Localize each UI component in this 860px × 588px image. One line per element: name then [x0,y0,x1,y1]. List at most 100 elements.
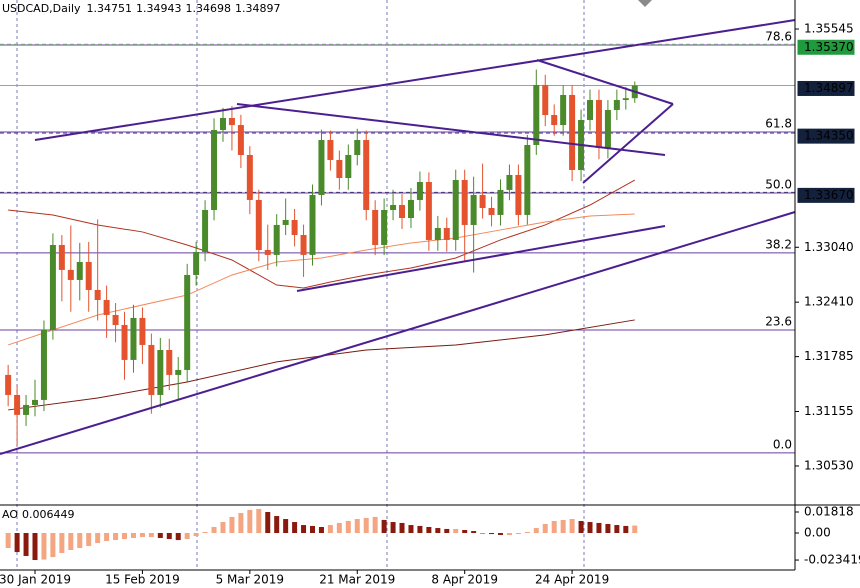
fib-label: 38.2 [765,237,792,251]
ao-bar [310,525,316,534]
plot: 78.6 61.8 50.0 38.2 23.6 0.0 [0,29,795,561]
x-tick-label: 21 Mar 2019 [319,573,395,587]
ao-bar [587,522,593,534]
ao-bar [229,516,235,534]
candle-body [381,209,388,246]
ao-bar [632,525,638,534]
candle-body [488,207,495,215]
candle-body [622,98,629,101]
candle-body [560,94,567,126]
symbol: USDCAD,Daily [2,2,81,15]
candle-body [40,329,47,400]
ao-bar [444,528,450,534]
candle-body [336,159,343,179]
price-label: 1.35370 [804,40,854,54]
ao-bar [113,533,119,541]
candle-body [237,125,244,156]
candle-body [130,317,137,360]
candle-body [228,117,235,126]
candle-body [399,205,406,218]
x-tick-label: 30 Jan 2019 [0,573,71,587]
ao-bar [14,533,20,553]
ao-bar [578,520,584,534]
ao-bar [86,533,92,547]
y-tick-label: 0.00 [804,526,831,540]
ao-bar [560,519,566,534]
ao-bar [462,530,468,534]
candle-body [569,94,576,170]
candle-body [58,245,65,270]
low-value: 1.34698 [186,2,232,15]
ao-bar [453,528,459,534]
x-tick-label: 15 Feb 2019 [105,573,180,587]
candle-body [595,100,602,148]
candle-body [175,369,182,375]
ao-bar [354,519,360,534]
candle-body [219,117,226,130]
period-separators [16,0,585,570]
candle-body [211,129,218,210]
candle-body [282,220,289,225]
candle-body [327,140,334,160]
ao-bar [5,533,11,549]
price-label: 1.34897 [804,81,854,95]
fib-label: 61.8 [765,117,792,131]
candle-body [470,194,477,225]
fib-label: 50.0 [765,177,792,191]
candle-body [354,140,361,156]
ao-bar [399,522,405,534]
price-label: 1.33670 [804,188,854,202]
price-label-box [796,38,856,56]
candle-body [345,155,352,179]
candle-body [524,144,531,215]
ao-bar [533,528,539,534]
header: USDCAD,Daily 1.34751 1.34943 1.34698 1.34897 [2,2,281,15]
ao-bar [77,533,83,549]
candle-body [202,209,209,252]
x-tick-label: 24 Apr 2019 [535,573,609,587]
ao-bar [363,517,369,534]
candle-body [542,84,549,116]
ao-bar [32,533,38,561]
ao-bar [283,519,289,534]
candle-body [318,140,325,195]
ao-bar [345,520,351,534]
moving-average [8,179,636,289]
ao-bar [623,525,629,534]
candle-body [112,314,119,325]
candle-body [443,228,450,240]
candle-body [363,140,370,210]
ao-bar [551,520,557,534]
ao-bar [301,525,307,534]
candle-body [246,155,253,200]
indicator-value: 0.006449 [22,508,75,521]
candle-body [103,299,110,315]
candle-body [255,199,262,250]
candle-body [184,274,191,370]
ao-bar [23,533,29,556]
ao-bar [292,522,298,534]
ao-bar [318,526,324,534]
y-tick-label: 1.33040 [804,240,854,254]
ao-bar [265,511,271,534]
ao-bar [417,525,423,534]
ao-bar [596,522,602,534]
candle-body [533,84,540,145]
y-tick-label: 1.32410 [804,295,854,309]
candle-body [193,251,200,275]
ao-bar [202,531,208,534]
candle-body [300,234,307,255]
high-value: 1.34943 [136,2,182,15]
ao-bar [480,533,486,534]
fib-label: 23.6 [765,314,792,328]
trendline [582,103,674,184]
fib-label: 78.6 [765,29,792,43]
trendline [236,103,666,156]
ao-bar [614,525,620,534]
candle-body [32,399,39,405]
price-label-box [796,79,856,97]
candle-body [407,199,414,218]
ao-bar [542,523,548,534]
ao-bar [256,508,262,534]
